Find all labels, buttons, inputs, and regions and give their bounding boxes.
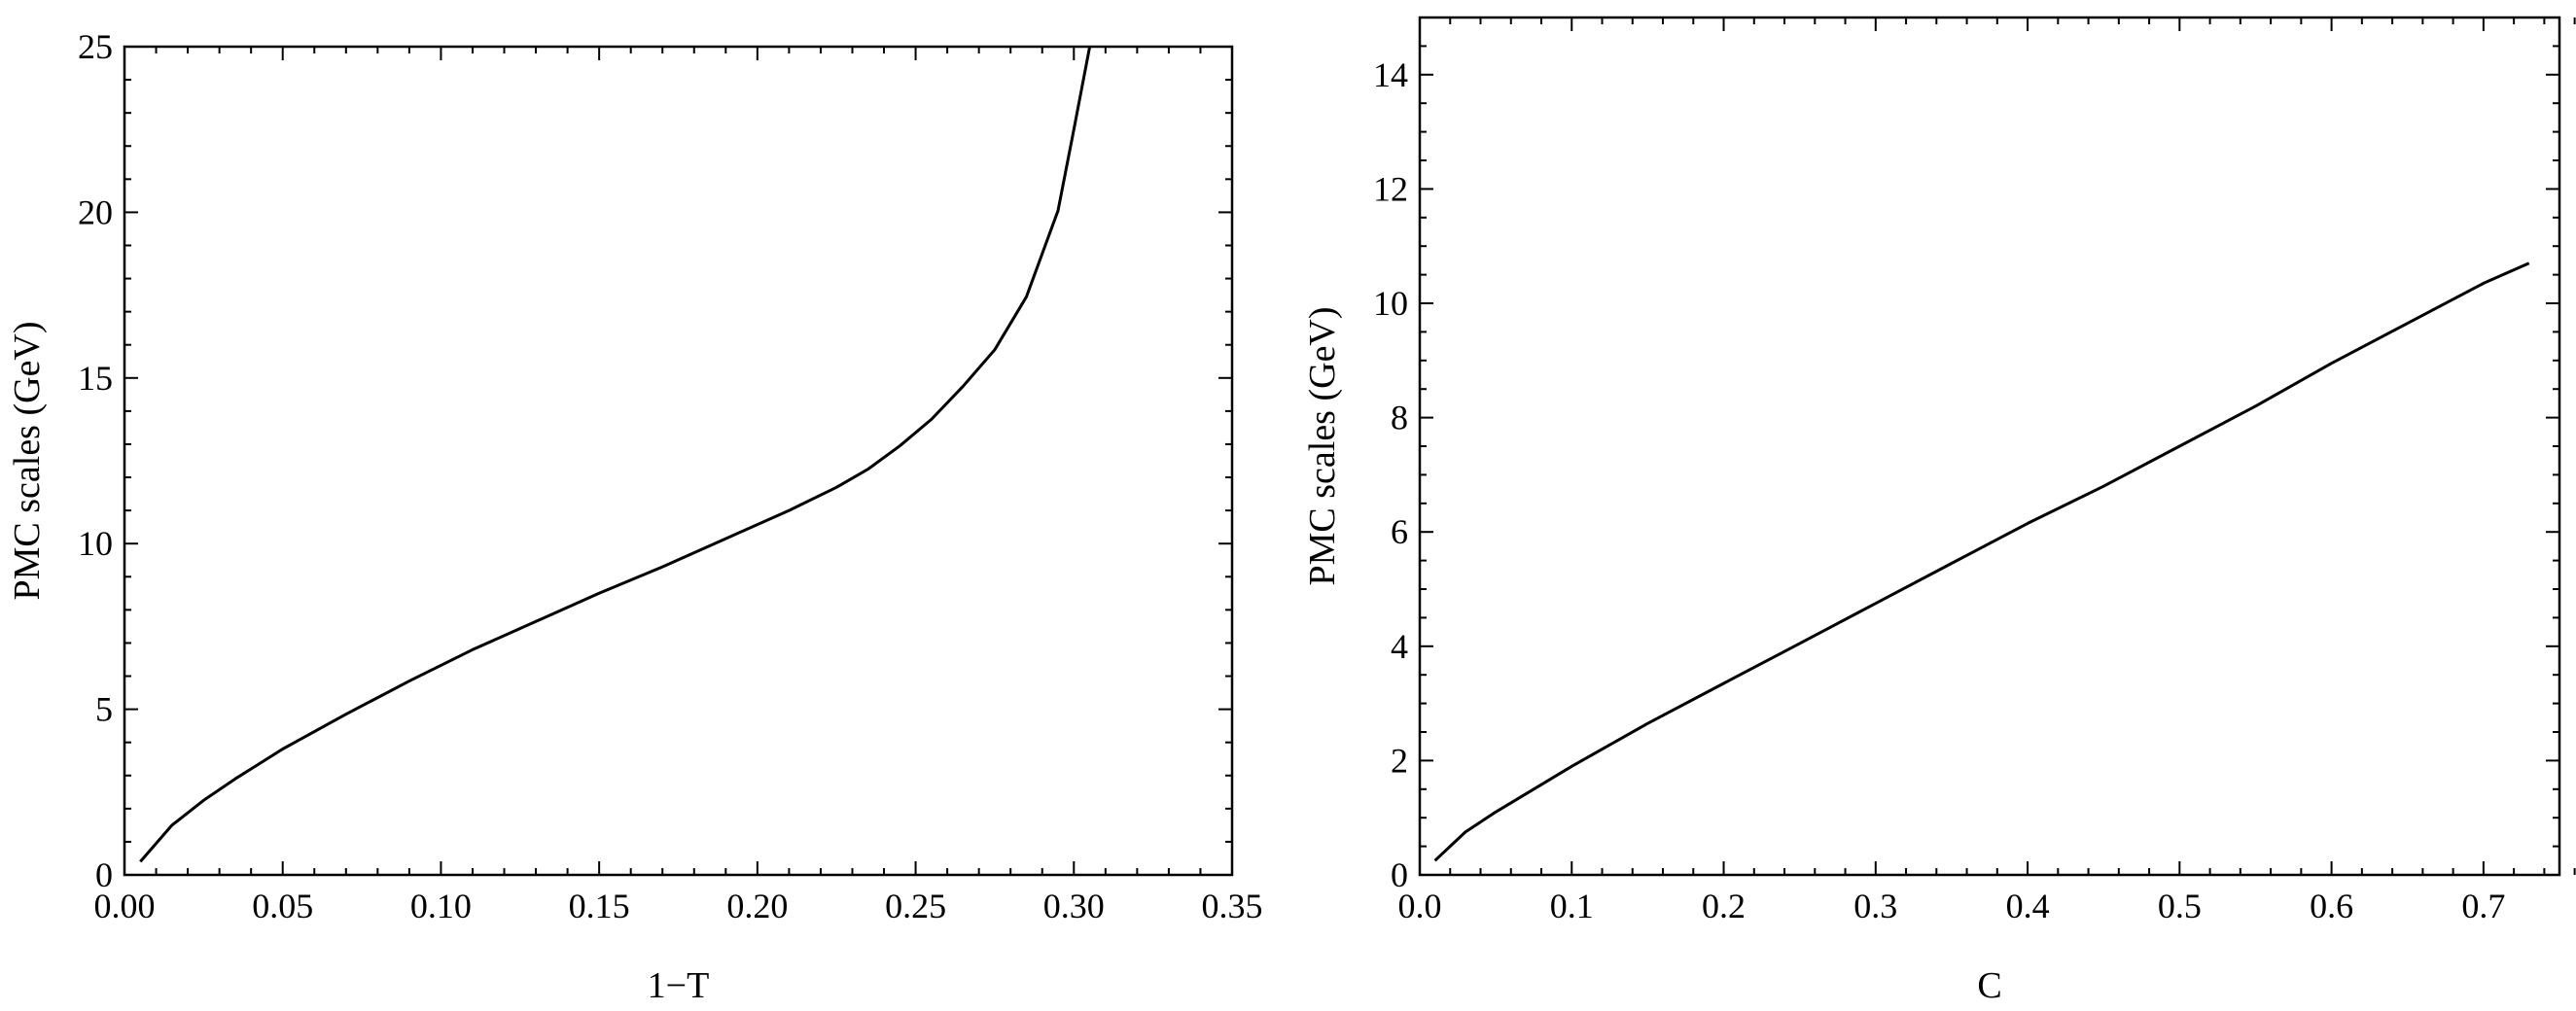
y-tick-label: 0 [1391, 855, 1408, 894]
y-tick-label: 20 [78, 192, 113, 231]
x-tick-label: 0.35 [1202, 887, 1263, 925]
x-tick-label: 0.05 [252, 887, 313, 925]
x-tick-label: 0.6 [2310, 887, 2353, 925]
y-tick-label: 15 [78, 359, 113, 398]
x-tick-label: 0.5 [2158, 887, 2202, 925]
x-tick-label: 0.3 [1853, 887, 1897, 925]
y-tick-label: 8 [1391, 399, 1408, 437]
y-tick-label: 14 [1373, 55, 1408, 94]
chart-2: 0.0 0.1 0.2 0.3 0.4 0.5 0.6 0.7 0 2 4 6 8 10 12 14 C PMC … [1302, 16, 2576, 1006]
x-tick-label: 0.7 [2461, 887, 2505, 925]
y-axis-label: PMC scales (GeV) [7, 321, 48, 600]
y-tick-label: 4 [1391, 627, 1408, 666]
x-tick-label: 0.30 [1043, 887, 1105, 925]
y-tick-label: 2 [1391, 741, 1408, 780]
y-tick-label: 6 [1391, 512, 1408, 551]
x-axis-label: 1−T [648, 965, 710, 1006]
x-tick-label: 0.10 [410, 887, 472, 925]
y-tick-label: 25 [78, 27, 113, 66]
y-tick-label: 10 [1373, 284, 1408, 323]
y-tick-label: 0 [95, 855, 113, 894]
x-tick-label: 0.25 [885, 887, 946, 925]
plot-frame [123, 45, 1234, 877]
y-tick-label: 5 [95, 690, 113, 729]
y-tick-label: 10 [78, 524, 113, 563]
x-axis-label: C [1977, 965, 2001, 1006]
x-tick-label: 0.20 [726, 887, 788, 925]
y-tick-label: 12 [1373, 169, 1408, 208]
x-tick-label: 0.15 [569, 887, 630, 925]
series-line [139, 46, 1092, 863]
x-tick-label: 0.0 [1398, 887, 1442, 925]
plot-frame [1418, 16, 2561, 877]
y-axis-label: PMC scales (GeV) [1302, 306, 1343, 585]
chart-1: 0.00 0.05 0.10 0.15 0.20 0.25 0.30 0.35 0 5 10 15 20… [7, 27, 1263, 1006]
x-tick-label: 0.2 [1702, 887, 1746, 925]
x-tick-label: 0.4 [2006, 887, 2050, 925]
x-tick-label: 0.1 [1550, 887, 1594, 925]
x-tick-label: 0.00 [94, 887, 156, 925]
series-line [1433, 261, 2530, 862]
